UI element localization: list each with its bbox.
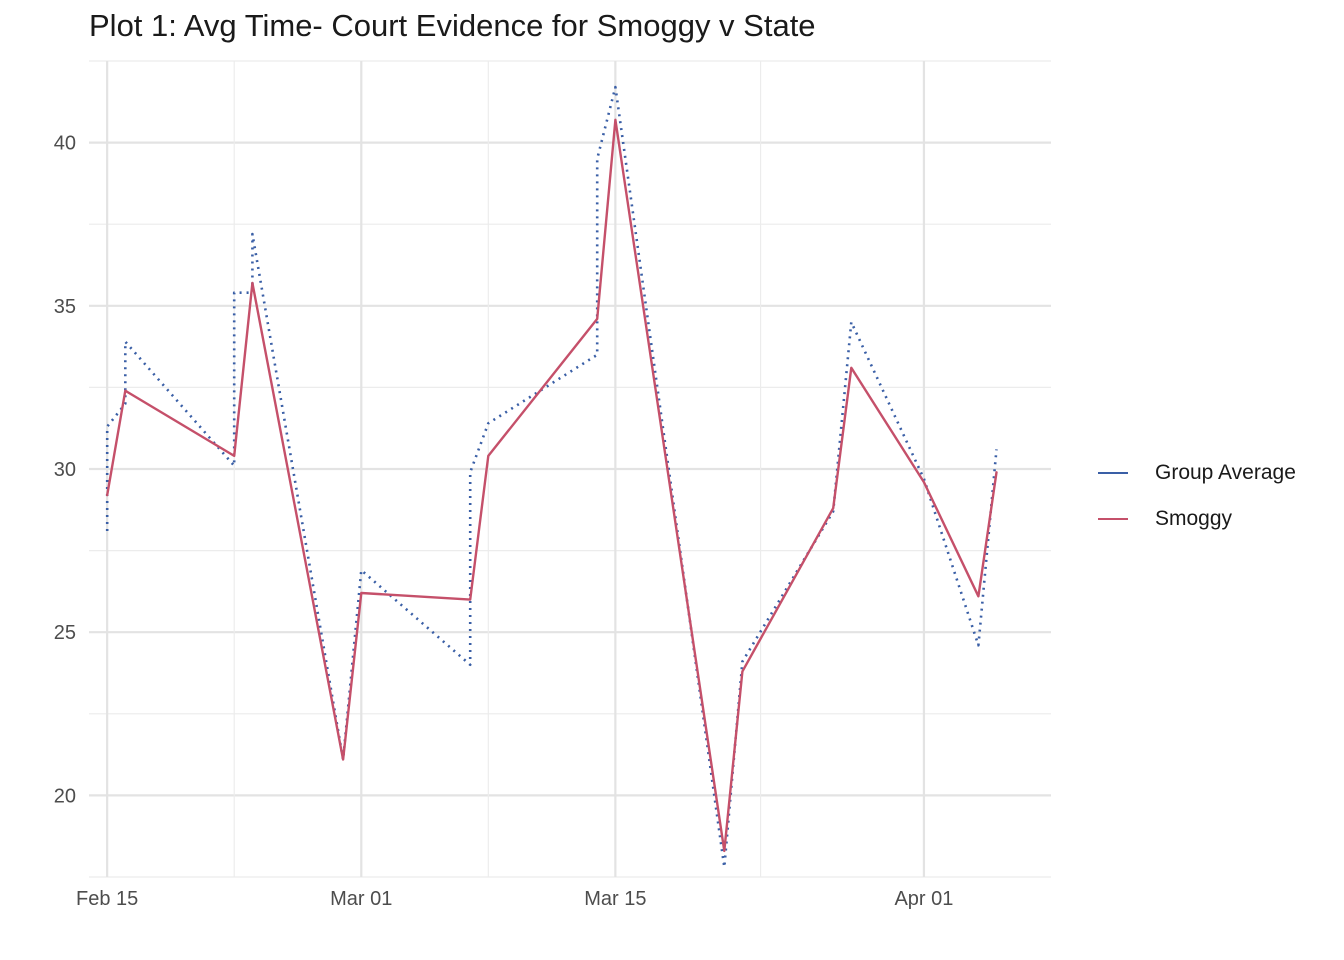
x-tick-label: Apr 01 bbox=[894, 888, 953, 910]
series-lines bbox=[105, 85, 998, 869]
y-tick-label: 20 bbox=[54, 785, 76, 807]
y-tick-label: 25 bbox=[54, 622, 76, 644]
legend-item-smoggy: Smoggy bbox=[1098, 496, 1296, 542]
legend-key-group-average bbox=[1098, 463, 1128, 483]
y-tick-label: 40 bbox=[54, 133, 76, 155]
y-tick-label: 35 bbox=[54, 296, 76, 318]
axis-tick-labels: 20 25 30 35 40 Feb 15 Mar 01 Mar 15 Apr 01 bbox=[54, 133, 954, 910]
x-tick-label: Mar 15 bbox=[584, 888, 646, 910]
legend-label-smoggy: Smoggy bbox=[1155, 507, 1233, 530]
legend-key-smoggy bbox=[1098, 509, 1128, 529]
x-tick-label: Mar 01 bbox=[330, 888, 392, 910]
legend-label-group-average: Group Average bbox=[1155, 461, 1296, 484]
series-line-group-average bbox=[105, 85, 998, 869]
legend-line-icon bbox=[1098, 472, 1128, 474]
x-tick-label: Feb 15 bbox=[76, 888, 138, 910]
legend-item-group-average: Group Average bbox=[1098, 450, 1296, 496]
legend-line-icon bbox=[1098, 518, 1128, 520]
series-line-smoggy bbox=[105, 118, 998, 853]
chart-title: Plot 1: Avg Time- Court Evidence for Smo… bbox=[89, 8, 816, 43]
legend: Group Average Smoggy bbox=[1098, 450, 1296, 542]
grid-lines bbox=[89, 60, 1051, 878]
y-tick-label: 30 bbox=[54, 459, 76, 481]
